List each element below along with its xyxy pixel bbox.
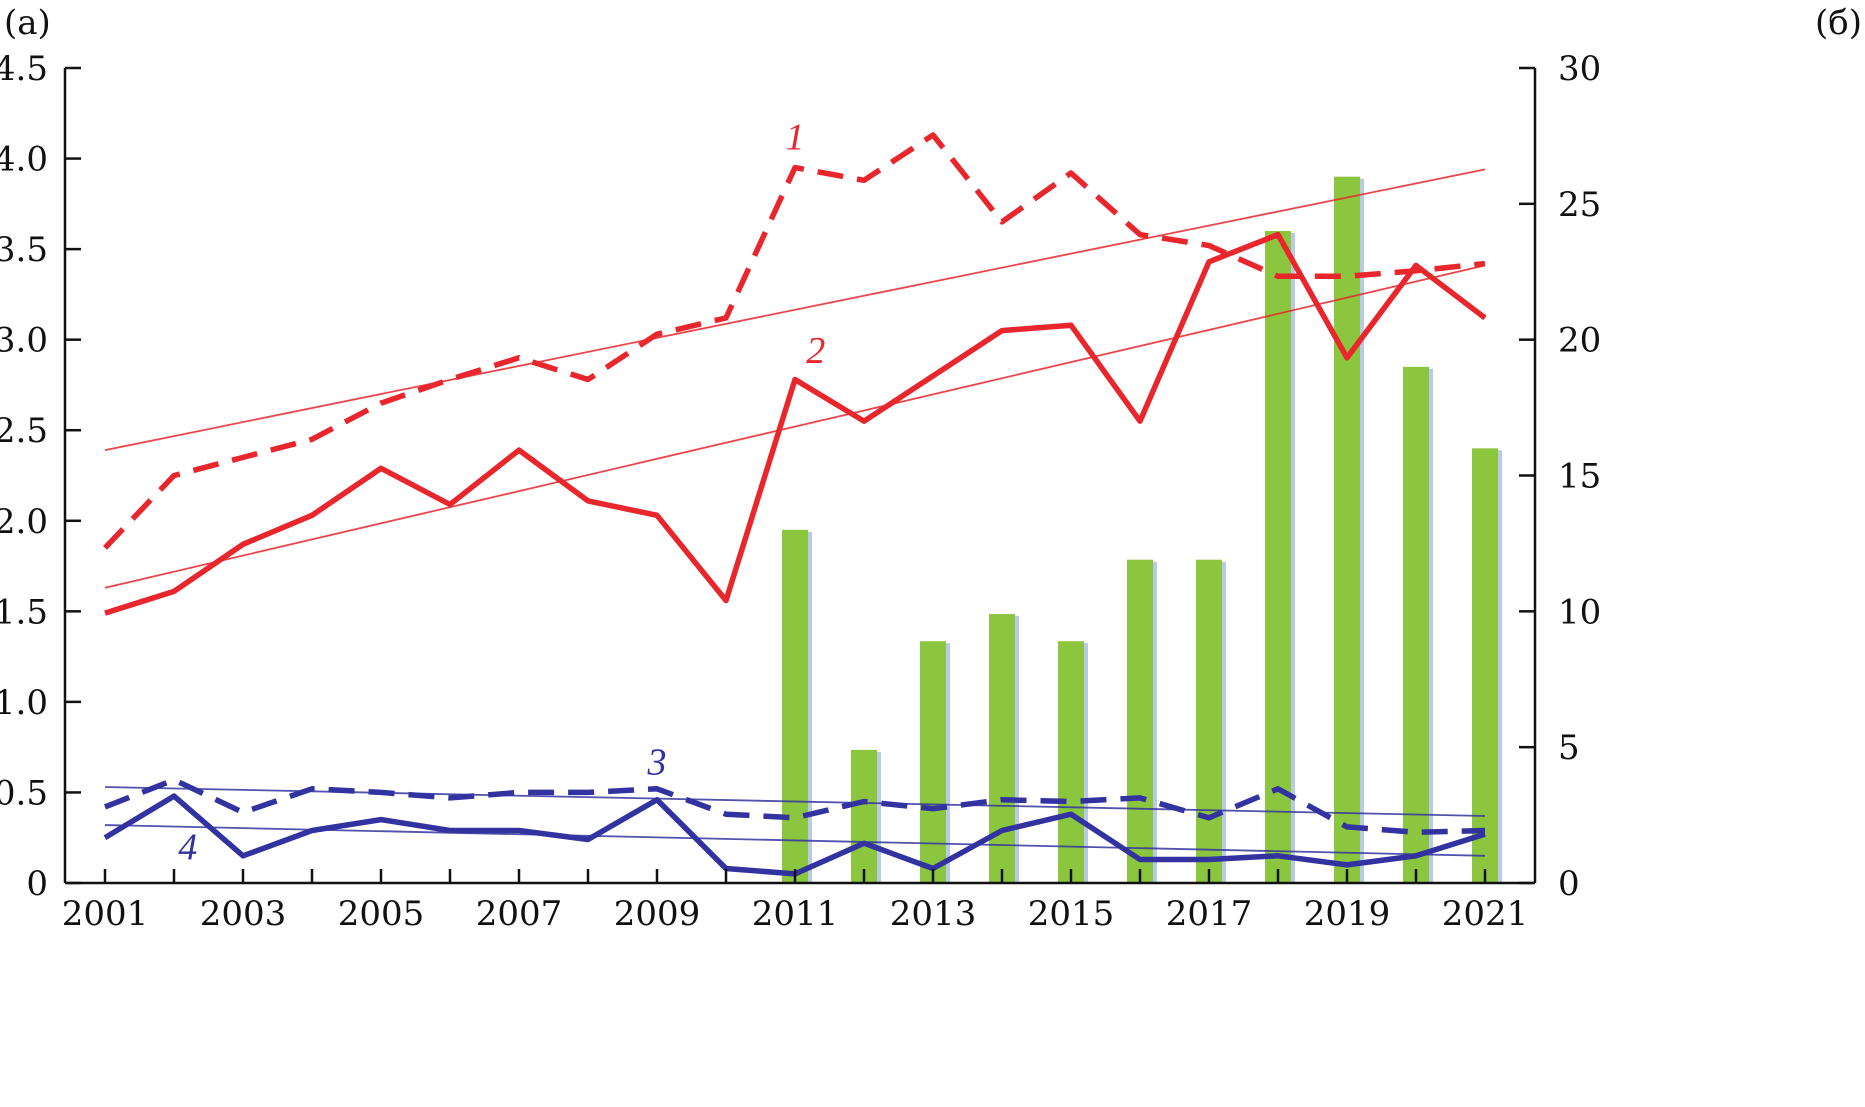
bar	[1403, 366, 1429, 883]
labels-layer: (а) (б) 1 2 3 4	[4, 3, 1862, 868]
left-y-tick-label: 4.0	[0, 140, 48, 180]
left-y-tick-label: 0.5	[0, 773, 48, 813]
x-tick-label: 2001	[62, 894, 149, 934]
right-y-tick-label: 5	[1558, 728, 1580, 768]
panel-label-left: (а)	[4, 3, 51, 43]
x-tick-label: 2017	[1166, 894, 1253, 934]
left-y-tick-label: 1.0	[0, 683, 48, 723]
series-line-2	[104, 231, 1487, 616]
left-y-tick-label: 2.0	[0, 502, 48, 542]
series-label-3: 3	[647, 741, 667, 783]
bar	[1196, 559, 1222, 883]
right-y-tick-label: 0	[1558, 864, 1580, 904]
x-tick-label: 2015	[1028, 894, 1115, 934]
bar	[1334, 176, 1360, 883]
series-line-3	[103, 777, 1486, 836]
bar	[1265, 231, 1291, 883]
left-y-tick-label: 2.5	[0, 411, 48, 451]
bar	[782, 529, 808, 883]
left-y-tick-label: 3.5	[0, 230, 48, 270]
bar	[1472, 448, 1498, 883]
bar	[1058, 641, 1084, 883]
right-y-tick-label: 10	[1558, 592, 1601, 632]
right-y-tick-label: 30	[1558, 49, 1601, 89]
ticks-layer: 0 0.5 1.0 1.5 2.0 2.5 3.0 3.5 4.0 4.5 0 5 10 15 20 25 30…	[0, 49, 1601, 934]
x-tick-label: 2003	[200, 894, 287, 934]
left-y-tick-label: 0	[26, 864, 48, 904]
series-line-1	[103, 132, 1486, 550]
bar	[851, 749, 877, 883]
series-label-2: 2	[806, 330, 825, 372]
bars-layer	[782, 176, 1502, 883]
series-label-4: 4	[178, 826, 197, 868]
left-y-tick-label: 3.0	[0, 321, 48, 361]
right-y-tick-label: 20	[1558, 321, 1601, 361]
x-tick-label: 2009	[614, 894, 701, 934]
left-y-tick-label: 1.5	[0, 592, 48, 632]
panel-label-right: (б)	[1815, 3, 1862, 43]
x-tick-label: 2019	[1304, 894, 1391, 934]
trend-line-1	[104, 168, 1486, 452]
x-tick-label: 2011	[752, 894, 839, 934]
bar	[989, 614, 1015, 883]
right-y-tick-label: 25	[1558, 185, 1601, 225]
trend-line-4	[104, 824, 1486, 857]
x-tick-label: 2005	[338, 894, 425, 934]
trend-line-2	[104, 264, 1486, 589]
x-tick-label: 2007	[476, 894, 563, 934]
x-tick-label: 2013	[890, 894, 977, 934]
bar	[920, 641, 946, 883]
x-tick-label: 2021	[1442, 894, 1529, 934]
series-label-1: 1	[786, 117, 805, 159]
bar	[1127, 559, 1153, 883]
right-y-tick-label: 15	[1558, 457, 1601, 497]
left-y-tick-label: 4.5	[0, 49, 48, 89]
